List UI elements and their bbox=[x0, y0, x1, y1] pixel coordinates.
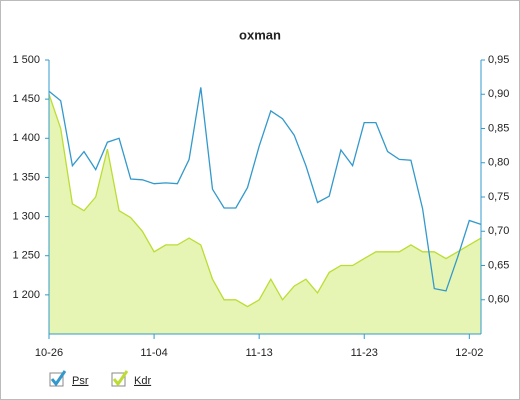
y-tick-label: 1 450 bbox=[12, 93, 40, 105]
legend-item[interactable]: Psr bbox=[49, 370, 89, 387]
y2-tick-label: 0,75 bbox=[488, 191, 509, 203]
y-tick-label: 1 500 bbox=[12, 54, 40, 66]
y-tick-label: 1 250 bbox=[12, 250, 40, 262]
check bbox=[50, 370, 67, 387]
y2-tick-label: 0,95 bbox=[488, 54, 509, 66]
y2-tick-label: 0,70 bbox=[488, 225, 509, 237]
legend-label[interactable]: Psr bbox=[72, 375, 89, 387]
x-tick-label: 11-04 bbox=[140, 347, 167, 359]
x-tick-label: 12-02 bbox=[455, 347, 483, 359]
y-tick-label: 1 200 bbox=[12, 289, 40, 301]
x-tick-label: 11-13 bbox=[245, 347, 272, 359]
y2-tick-label: 0,60 bbox=[488, 294, 509, 306]
area bbox=[49, 94, 481, 334]
y-tick-label: 1 400 bbox=[12, 132, 40, 144]
chart-title: oxman bbox=[239, 27, 281, 42]
y2-tick-label: 0,80 bbox=[488, 157, 509, 169]
x-tick-label: 10-26 bbox=[35, 347, 63, 359]
check bbox=[112, 370, 129, 387]
x-tick-label: 11-23 bbox=[351, 347, 378, 359]
line bbox=[48, 87, 482, 292]
legend: Psr Kdr bbox=[49, 370, 151, 387]
y-tick-label: 1 300 bbox=[12, 210, 40, 222]
legend-label[interactable]: Kdr bbox=[134, 375, 151, 387]
line bbox=[48, 93, 482, 308]
y2-tick-label: 0,85 bbox=[488, 122, 509, 134]
legend-item[interactable]: Kdr bbox=[111, 370, 151, 387]
y-tick-label: 1 350 bbox=[12, 171, 40, 183]
plot: 1 200 1 250 1 300 1 350 1 400 1 450 1 500 0,60 0… bbox=[12, 54, 509, 359]
y2-tick-label: 0,90 bbox=[488, 88, 509, 100]
y2-tick-label: 0,65 bbox=[488, 259, 509, 271]
